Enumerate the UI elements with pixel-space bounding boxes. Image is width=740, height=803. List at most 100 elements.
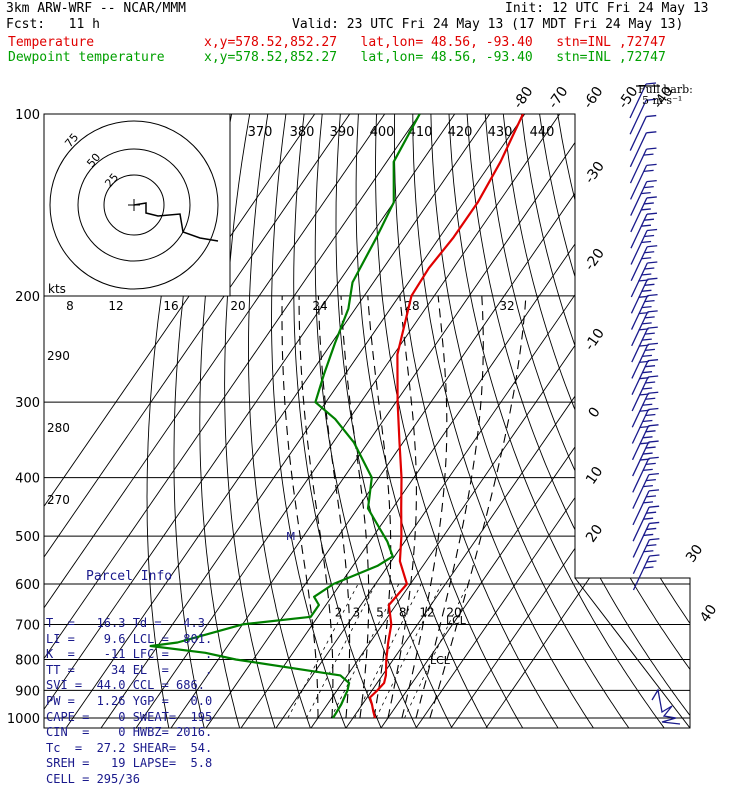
moist-adiabat bbox=[341, 296, 369, 718]
speed-scale-label: 24 bbox=[312, 299, 327, 313]
wind-barb-flag bbox=[648, 295, 658, 296]
wind-barb-flag bbox=[641, 274, 651, 275]
wind-barb-flag bbox=[643, 437, 653, 438]
isotherm-line bbox=[344, 86, 740, 730]
temperature-tick-label: 10 bbox=[583, 464, 606, 488]
dry-adiabat bbox=[554, 86, 740, 730]
wind-barb bbox=[631, 230, 647, 264]
isotherm-line bbox=[379, 86, 740, 730]
full-barb-value: 5 m s⁻¹ bbox=[642, 94, 682, 107]
wind-barb-flag bbox=[643, 502, 653, 503]
isotherm-line bbox=[239, 86, 684, 730]
wind-barb-flag bbox=[649, 457, 659, 458]
wind-barb-flag bbox=[645, 317, 655, 318]
wind-barb-flag bbox=[644, 235, 654, 236]
parcel-info-row: CAPE = 0 SWEAT= 195 bbox=[46, 710, 230, 726]
wind-barb bbox=[633, 507, 649, 541]
parcel-info-row: LI = 9.6 LCL = 801. bbox=[46, 632, 230, 648]
theta-label: 440 bbox=[530, 125, 555, 140]
temperature-tick-label: -60 bbox=[580, 84, 606, 112]
wind-barb-flag bbox=[646, 132, 656, 133]
wind-barb-flag bbox=[649, 425, 659, 426]
wind-barb-flag bbox=[646, 431, 656, 432]
wind-barb-flag bbox=[647, 262, 657, 263]
parcel-info-row: Tc = 27.2 SHEAR= 54. bbox=[46, 741, 230, 757]
temperature-tick-label: 20 bbox=[583, 522, 606, 546]
theta-label: 420 bbox=[448, 125, 473, 140]
temperature-tick-label: -20 bbox=[582, 246, 608, 274]
pressure-tick-label: 700 bbox=[15, 618, 40, 633]
wind-barb-flag bbox=[648, 409, 658, 410]
wind-barb-flag bbox=[642, 404, 652, 405]
theta-label: 290 bbox=[47, 349, 70, 363]
theta-label: 380 bbox=[290, 125, 315, 140]
wind-barb bbox=[630, 117, 646, 151]
parcel-info-row: T = 16.3 Td = 4.3 bbox=[46, 616, 230, 632]
pressure-tick-label: 500 bbox=[15, 530, 40, 545]
pressure-tick-label: 900 bbox=[15, 684, 40, 699]
theta-label: 430 bbox=[488, 125, 513, 140]
wind-barb-flag bbox=[648, 392, 658, 393]
wind-barb-flag bbox=[644, 187, 654, 188]
parcel-info-row: CIN = 0 HWBZ= 2016. bbox=[46, 725, 230, 741]
wind-barb-flag bbox=[643, 453, 653, 454]
theta-label: 390 bbox=[330, 125, 355, 140]
parcel-info-row: SVI = 44.0 CCL = 686. bbox=[46, 678, 230, 694]
wind-barb-flag bbox=[649, 506, 659, 507]
theta-label: 280 bbox=[47, 421, 70, 435]
wind-barb bbox=[630, 149, 646, 183]
pressure-tick-label: 200 bbox=[15, 290, 40, 305]
wind-barb-flag bbox=[643, 486, 653, 487]
wind-barb-flag bbox=[646, 528, 656, 529]
temperature-tick-label: -70 bbox=[545, 84, 571, 112]
dry-adiabat bbox=[413, 86, 596, 730]
wind-barb-flag bbox=[648, 343, 658, 344]
wind-barb-flag bbox=[642, 339, 652, 340]
wind-barb-flag bbox=[647, 164, 657, 165]
wind-barb-flag bbox=[645, 349, 655, 350]
speed-scale-label: 8 bbox=[66, 299, 74, 313]
wind-barb-flag bbox=[644, 252, 654, 253]
wind-barb-flag bbox=[647, 229, 657, 230]
mixing-ratio-label: 3 bbox=[353, 606, 361, 620]
wind-barb-flag bbox=[646, 545, 656, 546]
wind-barb-flag bbox=[641, 225, 651, 226]
hodograph-units: kts bbox=[48, 282, 66, 296]
wind-barb-flag bbox=[641, 241, 651, 242]
mixing-ratio-label: 8 bbox=[399, 606, 407, 620]
wind-barb-flag bbox=[642, 307, 652, 308]
wind-barb-flag bbox=[649, 490, 659, 491]
theta-label: 270 bbox=[47, 493, 70, 507]
wind-barb-flag bbox=[645, 415, 655, 416]
temperature-tick-label: -30 bbox=[582, 159, 608, 187]
dry-adiabat bbox=[589, 86, 740, 730]
wind-barb bbox=[633, 458, 649, 492]
wind-barb-flag bbox=[646, 480, 656, 481]
wind-barb bbox=[633, 523, 649, 557]
wind-barb-flag bbox=[649, 555, 659, 556]
temperature-tick-label: 40 bbox=[697, 602, 720, 626]
wind-barb-flag bbox=[646, 116, 656, 117]
wind-barb-flag bbox=[644, 284, 654, 285]
wind-barb-flag bbox=[641, 258, 651, 259]
wind-barb-flag bbox=[648, 327, 658, 328]
wind-barb-flag bbox=[649, 539, 659, 540]
wind-barb bbox=[630, 133, 646, 167]
marker-label: M bbox=[286, 530, 296, 543]
wind-barb-flag bbox=[646, 561, 656, 562]
wind-barb bbox=[631, 247, 647, 281]
mixing-ratio-label: 5 bbox=[376, 606, 384, 620]
dry-adiabat bbox=[483, 86, 737, 730]
dry-adiabat bbox=[431, 86, 631, 730]
wind-barb-flag bbox=[646, 463, 656, 464]
wind-barb-flag bbox=[643, 518, 653, 519]
speed-scale-label: 32 bbox=[499, 299, 514, 313]
pressure-tick-label: 600 bbox=[15, 578, 40, 593]
mixing-ratio-label: 12 bbox=[419, 606, 434, 620]
theta-label: 370 bbox=[248, 125, 273, 140]
wind-barb-flag bbox=[642, 355, 652, 356]
wind-barb-flag bbox=[643, 567, 653, 568]
wind-barb bbox=[631, 165, 647, 199]
isotherm-line bbox=[484, 86, 740, 730]
